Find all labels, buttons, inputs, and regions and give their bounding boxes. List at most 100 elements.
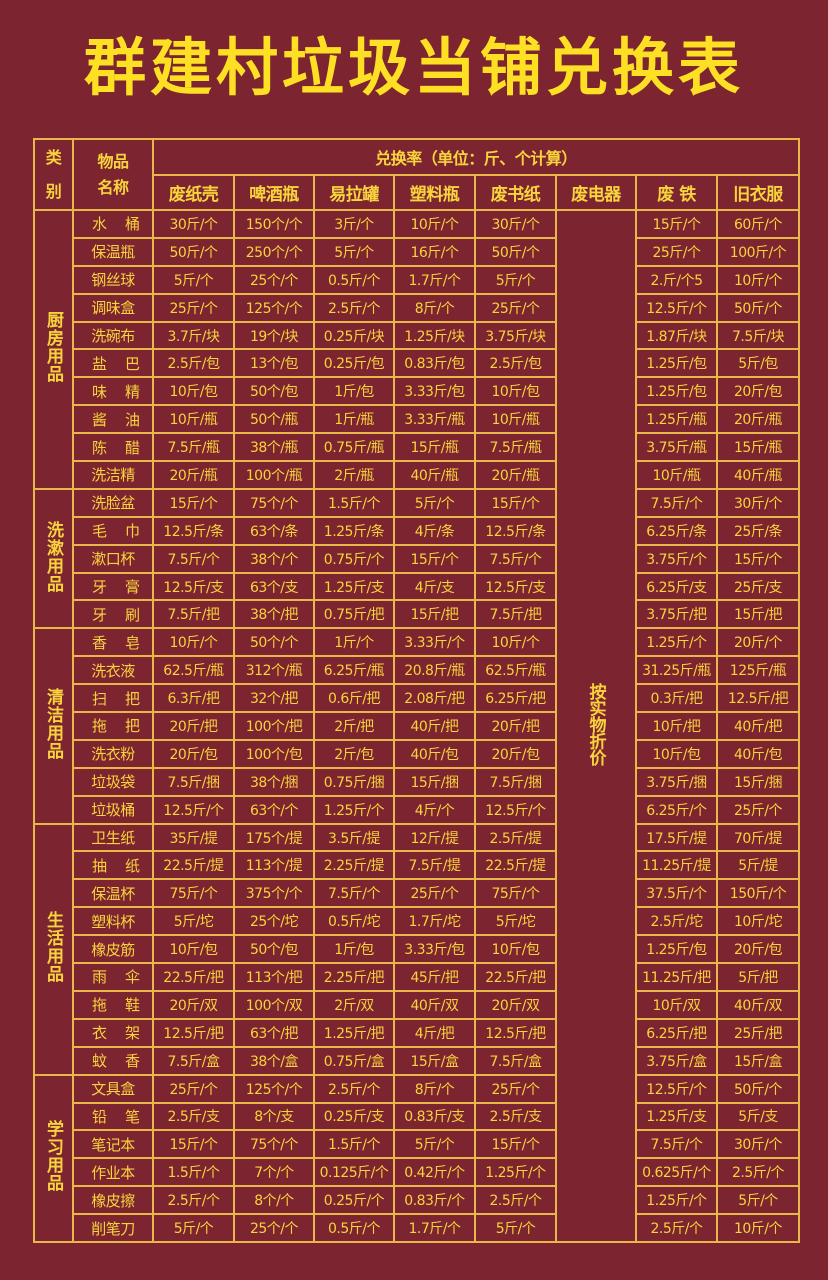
rate-cell: 6.25斤/个 bbox=[635, 794, 718, 825]
rate-cell: 100个/双 bbox=[233, 989, 315, 1020]
rate-cell: 0.25斤/包 bbox=[313, 348, 395, 379]
rate-cell: 0.5斤/坨 bbox=[313, 906, 395, 937]
category-label: 生活用品 bbox=[43, 911, 63, 984]
rate-cell: 62.5斤/瓶 bbox=[474, 655, 557, 686]
rate-cell: 50个/包 bbox=[233, 934, 315, 965]
rate-cell: 40斤/双 bbox=[393, 989, 476, 1020]
rate-cell: 2.5斤/个 bbox=[313, 292, 395, 323]
rate-cell: 20斤/包 bbox=[474, 738, 557, 769]
rate-cell: 62.5斤/瓶 bbox=[152, 655, 235, 686]
item-name: 橡皮筋 bbox=[72, 934, 154, 965]
rate-cell: 5斤/把 bbox=[715, 962, 801, 992]
item-name: 衣架 bbox=[72, 1017, 154, 1048]
rate-cell: 10斤/瓶 bbox=[152, 404, 235, 435]
rate-cell: 40斤/瓶 bbox=[715, 460, 801, 490]
rate-cell: 1斤/包 bbox=[313, 934, 395, 965]
rate-cell: 7.5斤/捆 bbox=[474, 766, 557, 797]
rate-cell: 30斤/个 bbox=[152, 209, 235, 239]
rate-cell: 25斤/把 bbox=[715, 1017, 801, 1048]
rate-cell: 125个/个 bbox=[233, 292, 315, 323]
rate-cell: 3.75斤/个 bbox=[635, 543, 718, 574]
rate-cell: 5斤/坨 bbox=[474, 906, 557, 937]
rate-cell: 113个/提 bbox=[233, 850, 315, 881]
table-row: 牙膏 12.5斤/支 63个/支 1.25斤/支 4斤/支 12.5斤/支 6.25斤/支 2… bbox=[34, 571, 801, 602]
rate-cell: 12.5斤/个 bbox=[152, 794, 235, 825]
rate-cell: 25斤/支 bbox=[715, 571, 801, 602]
rate-cell: 113个/把 bbox=[233, 962, 315, 992]
table-row: 酱油 10斤/瓶 50个/瓶 1斤/瓶 3.33斤/瓶 10斤/瓶 1.25斤/瓶 20斤/瓶 bbox=[34, 404, 801, 435]
rate-cell: 38个/捆 bbox=[233, 766, 315, 797]
rate-cell: 6.25斤/把 bbox=[474, 683, 557, 714]
rate-cell: 7.5斤/把 bbox=[152, 599, 235, 630]
rate-cell: 15斤/个 bbox=[474, 1129, 557, 1160]
rate-cell: 50个/个 bbox=[233, 627, 315, 658]
rate-cell: 7.5斤/把 bbox=[474, 599, 557, 630]
item-name: 铅笔 bbox=[72, 1101, 154, 1132]
table-row: 垃圾袋 7.5斤/捆 38个/捆 0.75斤/捆 15斤/捆 7.5斤/捆 3.75斤/捆 1… bbox=[34, 766, 801, 797]
item-name: 塑料杯 bbox=[72, 906, 154, 937]
rate-cell: 20斤/把 bbox=[152, 711, 235, 741]
rate-cell: 40斤/包 bbox=[715, 738, 801, 769]
rate-cell: 15斤/盒 bbox=[715, 1045, 801, 1076]
item-name: 漱口杯 bbox=[72, 543, 154, 574]
rate-cell: 15斤/个 bbox=[635, 209, 718, 239]
rate-cell: 50斤/个 bbox=[715, 1073, 801, 1104]
rate-cell: 5斤/个 bbox=[474, 1213, 557, 1243]
rate-cell: 0.83斤/包 bbox=[393, 348, 476, 379]
rate-cell: 1.5斤/个 bbox=[313, 487, 395, 518]
rate-cell: 1.25斤/包 bbox=[635, 348, 718, 379]
rate-cell: 1.25斤/支 bbox=[635, 1101, 718, 1132]
rate-cell: 15斤/个 bbox=[152, 487, 235, 518]
rate-cell: 20斤/个 bbox=[715, 627, 801, 658]
rate-cell: 3.75斤/捆 bbox=[635, 766, 718, 797]
rate-cell: 10斤/个 bbox=[715, 1213, 801, 1243]
table-row: 抽纸 22.5斤/提 113个/提 2.25斤/提 7.5斤/提 22.5斤/提 11.25… bbox=[34, 850, 801, 881]
table-row: 钢丝球 5斤/个 25个/个 0.5斤/个 1.7斤/个 5斤/个 2.斤/个5 10斤/个 bbox=[34, 264, 801, 295]
rate-cell: 12斤/提 bbox=[393, 822, 476, 853]
item-name: 酱油 bbox=[72, 404, 154, 435]
rate-cell: 2.5斤/个 bbox=[635, 1213, 718, 1243]
rate-cell: 125斤/瓶 bbox=[715, 655, 801, 686]
rate-cell: 5斤/个 bbox=[393, 487, 476, 518]
rate-cell: 0.75斤/瓶 bbox=[313, 432, 395, 463]
item-name: 橡皮擦 bbox=[72, 1185, 154, 1216]
rate-cell: 1斤/个 bbox=[313, 627, 395, 658]
rate-cell: 1.5斤/个 bbox=[152, 1157, 235, 1188]
rate-cell: 10斤/瓶 bbox=[635, 460, 718, 490]
rate-cell: 2.5斤/支 bbox=[152, 1101, 235, 1132]
column-header: 旧衣服 bbox=[715, 174, 801, 211]
item-name: 雨伞 bbox=[72, 962, 154, 992]
rate-cell: 2斤/瓶 bbox=[313, 460, 395, 490]
rate-cell: 63个/个 bbox=[233, 794, 315, 825]
rate-cell: 22.5斤/提 bbox=[152, 850, 235, 881]
column-header: 塑料瓶 bbox=[393, 174, 476, 211]
rate-cell: 31.25斤/瓶 bbox=[635, 655, 718, 686]
rate-cell: 75个/个 bbox=[233, 487, 315, 518]
rate-cell: 40斤/把 bbox=[393, 711, 476, 741]
rate-cell: 5斤/提 bbox=[715, 850, 801, 881]
table-row: 橡皮擦 2.5斤/个 8个/个 0.25斤/个 0.83斤/个 2.5斤/个 1.25斤/个… bbox=[34, 1185, 801, 1216]
rate-cell: 0.125斤/个 bbox=[313, 1157, 395, 1188]
item-name: 洗洁精 bbox=[72, 460, 154, 490]
category-label: 洗漱用品 bbox=[43, 520, 63, 593]
table-row: 生活用品 卫生纸 35斤/提 175个/提 3.5斤/提 12斤/提 2.5斤/提 17.5斤… bbox=[33, 822, 801, 1076]
rate-cell: 38个/盒 bbox=[233, 1045, 315, 1076]
rate-cell: 22.5斤/把 bbox=[474, 962, 557, 992]
rate-cell: 17.5斤/提 bbox=[635, 822, 718, 853]
rate-cell: 125个/个 bbox=[233, 1073, 315, 1104]
rate-cell: 5斤/个 bbox=[393, 1129, 476, 1160]
item-name: 盐巴 bbox=[72, 348, 154, 379]
rate-cell: 0.75斤/把 bbox=[313, 599, 395, 630]
rate-cell: 8斤/个 bbox=[393, 1073, 476, 1104]
rate-cell: 25个/个 bbox=[233, 1213, 315, 1243]
rate-cell: 1.25斤/个 bbox=[635, 627, 718, 658]
rate-cell: 1.25斤/支 bbox=[313, 571, 395, 602]
table-row: 洗衣粉 20斤/包 100个/包 2斤/包 40斤/包 20斤/包 10斤/包 40斤/包 bbox=[34, 738, 801, 769]
rate-cell: 175个/提 bbox=[233, 822, 315, 853]
rate-cell: 8个/支 bbox=[233, 1101, 315, 1132]
rate-cell: 0.5斤/个 bbox=[313, 1213, 395, 1243]
item-name: 调味盒 bbox=[72, 292, 154, 323]
rate-cell: 0.83斤/支 bbox=[393, 1101, 476, 1132]
category-label: 清洁用品 bbox=[43, 687, 63, 760]
rate-cell: 4斤/支 bbox=[393, 571, 476, 602]
